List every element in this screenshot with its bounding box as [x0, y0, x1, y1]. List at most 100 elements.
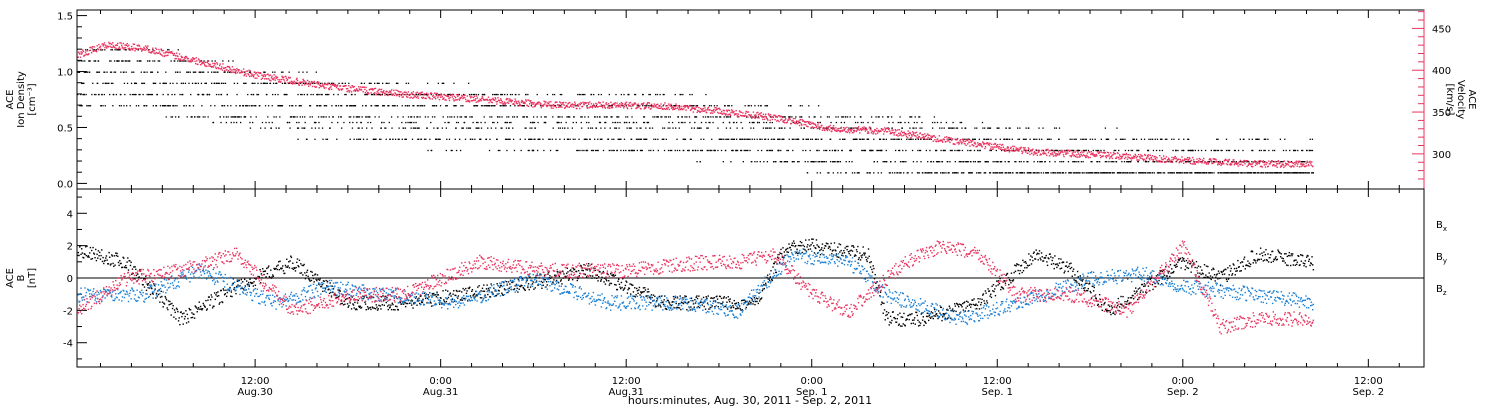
density-point — [413, 116, 415, 118]
density-point — [827, 172, 829, 174]
velocity-point — [118, 47, 120, 50]
density-point — [449, 116, 451, 118]
velocity-point — [1102, 152, 1104, 154]
density-point — [1030, 172, 1032, 174]
velocity-point — [521, 99, 523, 102]
density-point — [1151, 172, 1154, 174]
velocity-point — [562, 101, 565, 104]
velocity-point — [784, 119, 786, 121]
density-point — [939, 161, 941, 163]
density-point — [567, 127, 569, 129]
density-point — [877, 149, 879, 152]
density-point — [178, 60, 181, 62]
density-point — [298, 71, 300, 73]
density-point — [707, 116, 709, 118]
density-point — [373, 93, 375, 96]
density-point — [358, 116, 361, 118]
velocity-point — [278, 80, 280, 83]
velocity-point — [1109, 156, 1111, 158]
velocity-point — [443, 97, 445, 99]
velocity-point — [1014, 149, 1017, 151]
density-point — [689, 138, 692, 140]
density-point — [1110, 161, 1112, 163]
density-point — [1162, 172, 1164, 174]
density-point — [455, 127, 457, 129]
velocity-point — [329, 87, 331, 89]
velocity-point — [1080, 151, 1082, 154]
velocity-point — [435, 92, 437, 95]
density-point — [951, 149, 953, 152]
velocity-point — [693, 107, 695, 109]
density-point — [835, 121, 838, 124]
density-point — [794, 138, 796, 140]
density-point — [944, 149, 946, 152]
velocity-point — [805, 124, 807, 126]
density-point — [405, 138, 407, 140]
density-point — [299, 105, 301, 107]
velocity-point — [563, 104, 565, 106]
density-point — [1173, 172, 1176, 174]
density-point — [1034, 138, 1036, 140]
velocity-point — [711, 109, 713, 112]
density-point — [172, 105, 175, 107]
density-point — [359, 138, 362, 140]
velocity-point — [142, 49, 145, 51]
density-point — [79, 105, 81, 107]
density-point — [83, 82, 85, 85]
velocity-point — [398, 90, 400, 93]
density-point — [81, 105, 83, 107]
density-point — [1206, 172, 1208, 174]
density-point — [349, 105, 351, 107]
density-point — [1133, 172, 1135, 174]
density-point — [606, 116, 608, 118]
density-point — [984, 172, 987, 174]
density-point — [1173, 138, 1175, 140]
density-point — [1113, 149, 1115, 152]
velocity-point — [1029, 153, 1031, 156]
density-point — [558, 121, 560, 124]
velocity-point — [423, 93, 426, 95]
density-point — [226, 93, 228, 96]
density-point — [1239, 138, 1241, 140]
velocity-point — [268, 74, 270, 77]
density-point — [378, 93, 381, 96]
velocity-point — [766, 118, 769, 120]
velocity-point — [1019, 147, 1021, 149]
velocity-point — [543, 100, 545, 102]
velocity-point — [728, 109, 731, 112]
density-point — [654, 138, 657, 140]
density-point — [185, 60, 187, 62]
density-point — [986, 161, 988, 163]
velocity-point — [1014, 150, 1016, 152]
density-point — [842, 116, 844, 118]
density-point — [93, 60, 95, 62]
density-point — [608, 105, 610, 107]
velocity-point — [200, 64, 202, 66]
density-point — [717, 149, 719, 152]
density-point — [296, 127, 299, 129]
density-point — [469, 127, 472, 129]
density-point — [278, 127, 280, 129]
density-point — [203, 60, 205, 62]
density-point — [559, 93, 561, 96]
velocity-point — [311, 81, 313, 83]
density-point — [377, 105, 379, 107]
velocity-point — [1039, 154, 1041, 156]
density-point — [1119, 138, 1122, 140]
density-point — [919, 149, 921, 152]
density-point — [499, 105, 501, 107]
velocity-point — [452, 98, 455, 100]
density-point — [1280, 161, 1282, 163]
velocity-point — [1022, 146, 1025, 149]
velocity-point — [1142, 160, 1145, 162]
density-point — [1285, 172, 1287, 174]
velocity-point — [557, 106, 560, 108]
density-point — [264, 127, 266, 129]
density-point — [947, 161, 949, 163]
velocity-point — [1019, 148, 1022, 150]
velocity-point — [1058, 154, 1060, 156]
density-point — [669, 116, 671, 118]
density-point — [640, 149, 643, 152]
density-point — [272, 82, 275, 85]
density-point — [1294, 149, 1297, 152]
